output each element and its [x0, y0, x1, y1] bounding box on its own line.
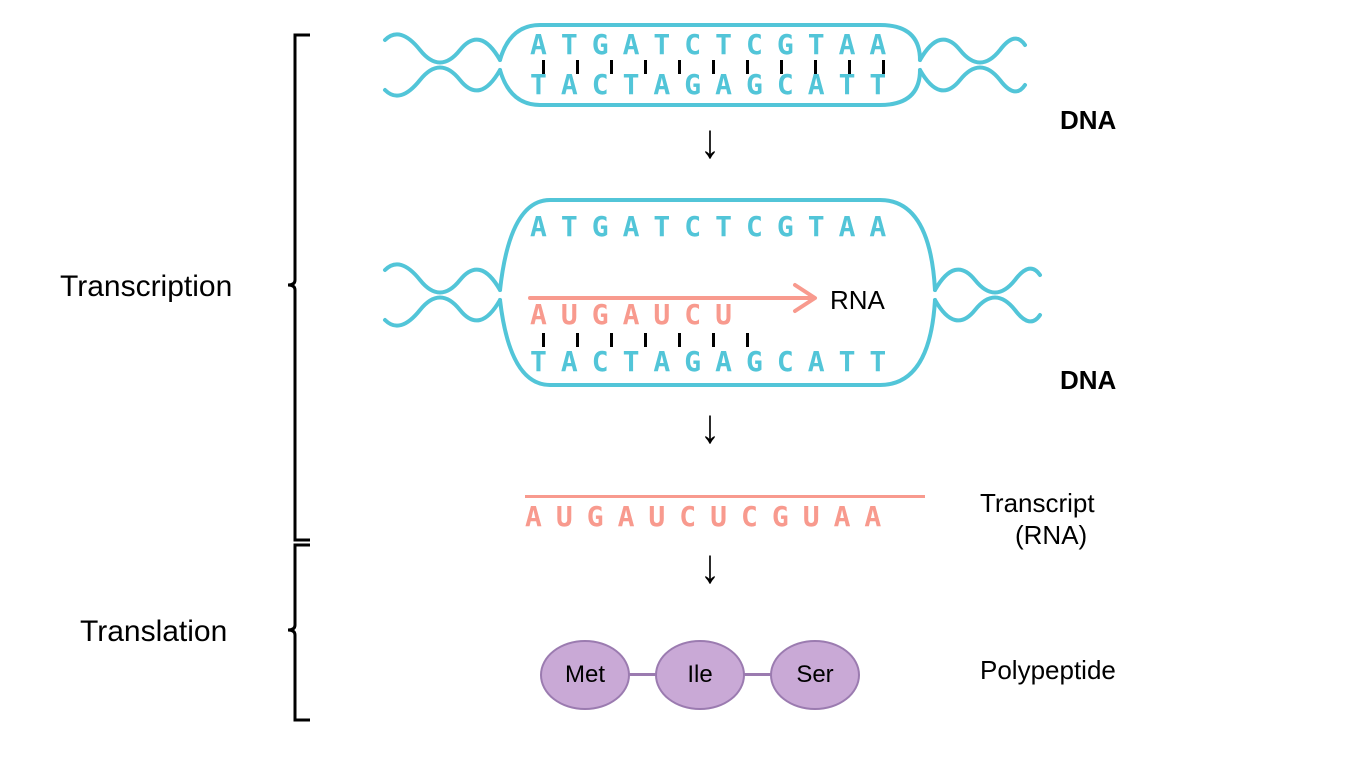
diagram-container: Transcription Translation ATGATCTCGTAA T…	[0, 0, 1367, 762]
transcript-sub-label: (RNA)	[1015, 520, 1087, 551]
dna-bottom-strand-2: TACTAGAGCATT	[530, 345, 900, 378]
amino-acid-met: Met	[540, 640, 630, 710]
arrow-2: ↓	[700, 401, 720, 455]
rna-label: RNA	[830, 285, 885, 316]
peptide-bond-2	[743, 673, 773, 676]
arrow-3: ↓	[700, 541, 720, 595]
transcript-label: Transcript	[980, 488, 1095, 519]
peptide-bond-1	[628, 673, 658, 676]
transcription-label: Transcription	[60, 270, 232, 304]
rna-transcript: AUGAUCUCGUAA	[525, 500, 895, 533]
amino-acid-ser: Ser	[770, 640, 860, 710]
amino-acid-ile: Ile	[655, 640, 745, 710]
dna-bottom-strand-1: TACTAGAGCATT	[530, 68, 900, 101]
rna-transcript-line	[525, 495, 925, 498]
translation-label: Translation	[80, 615, 227, 649]
arrow-1: ↓	[700, 116, 720, 170]
polypeptide-label: Polypeptide	[980, 655, 1116, 686]
dna-top-strand-1: ATGATCTCGTAA	[530, 28, 900, 61]
dna-label-1: DNA	[1060, 105, 1116, 136]
rna-partial: AUGAUCU	[530, 298, 746, 331]
dna-label-2: DNA	[1060, 365, 1116, 396]
dna-top-strand-2: ATGATCTCGTAA	[530, 210, 900, 243]
